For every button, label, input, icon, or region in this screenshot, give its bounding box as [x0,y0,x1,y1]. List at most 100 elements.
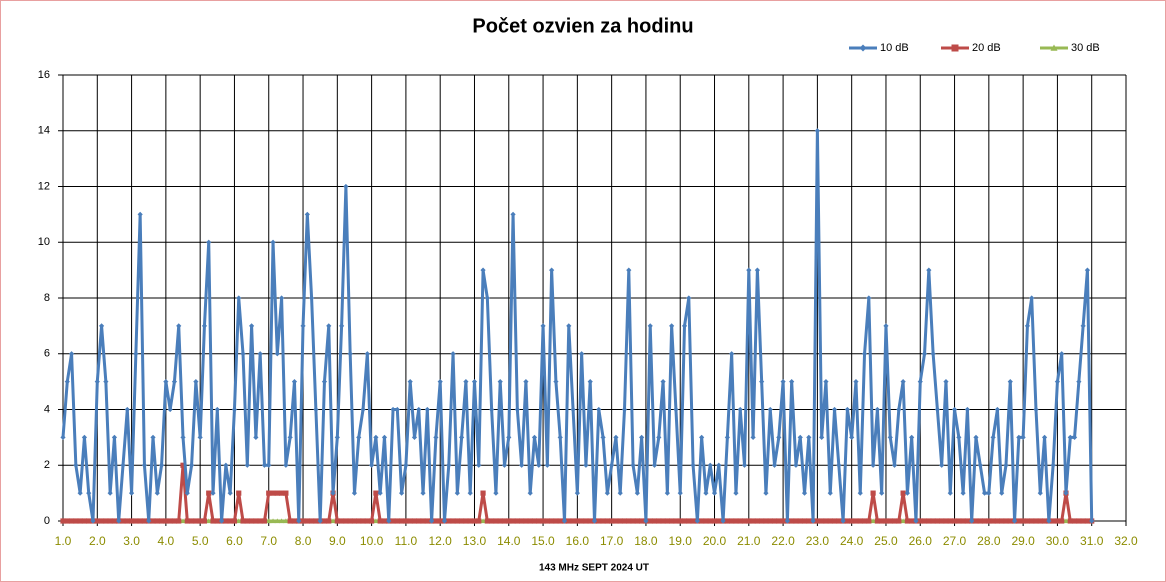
data-point [167,518,173,524]
legend-marker [859,44,867,52]
data-point [167,406,173,413]
data-point [446,462,452,468]
data-point [960,490,966,496]
data-point [707,518,713,524]
data-point [943,379,949,385]
data-point [60,518,66,524]
data-point [827,490,833,496]
data-point [741,462,748,468]
data-point [403,462,409,468]
data-point [373,490,379,496]
data-point [343,183,349,190]
data-point [673,518,679,524]
data-point [669,323,675,329]
data-point [416,406,422,413]
data-point [493,518,499,524]
data-point [896,518,902,524]
data-point [660,518,666,524]
data-point [724,518,730,524]
data-point [1067,434,1073,440]
data-point [750,518,756,524]
data-point [339,323,345,329]
data-point [801,518,808,524]
data-point [681,518,688,524]
data-point [981,490,988,496]
data-point [999,518,1005,524]
data-point [227,490,233,496]
data-point [399,518,405,524]
data-point [399,490,405,496]
data-point [776,434,782,440]
data-point [206,490,212,496]
data-point [133,351,139,357]
data-point [201,323,208,329]
data-point [806,518,812,524]
data-point [343,518,349,524]
data-point [1089,518,1095,524]
data-point [1084,267,1091,273]
data-point [891,518,898,524]
data-point [879,518,885,524]
data-point [754,267,760,273]
data-point [236,490,242,496]
data-point [1020,434,1026,440]
data-point [930,518,936,524]
data-point [831,406,838,413]
data-point [763,518,769,524]
data-point [274,351,280,357]
data-point [617,490,623,496]
data-point [797,434,803,440]
data-point [433,518,439,524]
data-point [501,462,508,468]
data-point [887,518,893,524]
data-point [1063,490,1069,496]
data-point [634,518,640,524]
data-point [639,434,645,440]
data-point [128,490,135,496]
data-point [1067,518,1073,524]
data-point [514,518,520,524]
data-point [420,490,426,496]
data-point [844,518,850,524]
data-point [98,518,105,524]
data-point [309,295,315,301]
data-point [364,351,370,357]
data-point [347,351,353,357]
data-point [553,379,559,385]
x-tick-label: 20.0 [703,534,727,548]
data-point [819,518,825,524]
data-point [763,490,769,496]
data-point [1024,323,1031,329]
data-point [510,211,516,217]
data-point [566,323,572,329]
data-point [279,295,285,301]
data-point [146,518,152,524]
data-point [827,518,833,524]
data-point [291,518,298,524]
data-point [891,462,898,468]
data-point [557,434,563,440]
data-point [549,518,555,524]
data-point [519,462,525,468]
x-tick-label: 7.0 [260,534,277,548]
data-point [1037,490,1043,496]
data-point [964,406,971,413]
x-tick-label: 25.0 [874,534,898,548]
data-point [214,518,220,524]
data-point [158,462,165,468]
data-point [111,518,118,524]
data-point [347,518,353,524]
data-point [81,518,88,524]
data-point [999,490,1005,496]
data-point [673,406,679,413]
data-point [171,518,178,524]
data-point [154,490,160,496]
data-point [900,379,906,385]
data-point [656,518,662,524]
data-point [394,406,400,413]
data-point [489,406,495,413]
data-point [257,518,263,524]
data-point [741,518,748,524]
legend-label: 30 dB [1071,42,1100,54]
data-point [900,490,906,496]
